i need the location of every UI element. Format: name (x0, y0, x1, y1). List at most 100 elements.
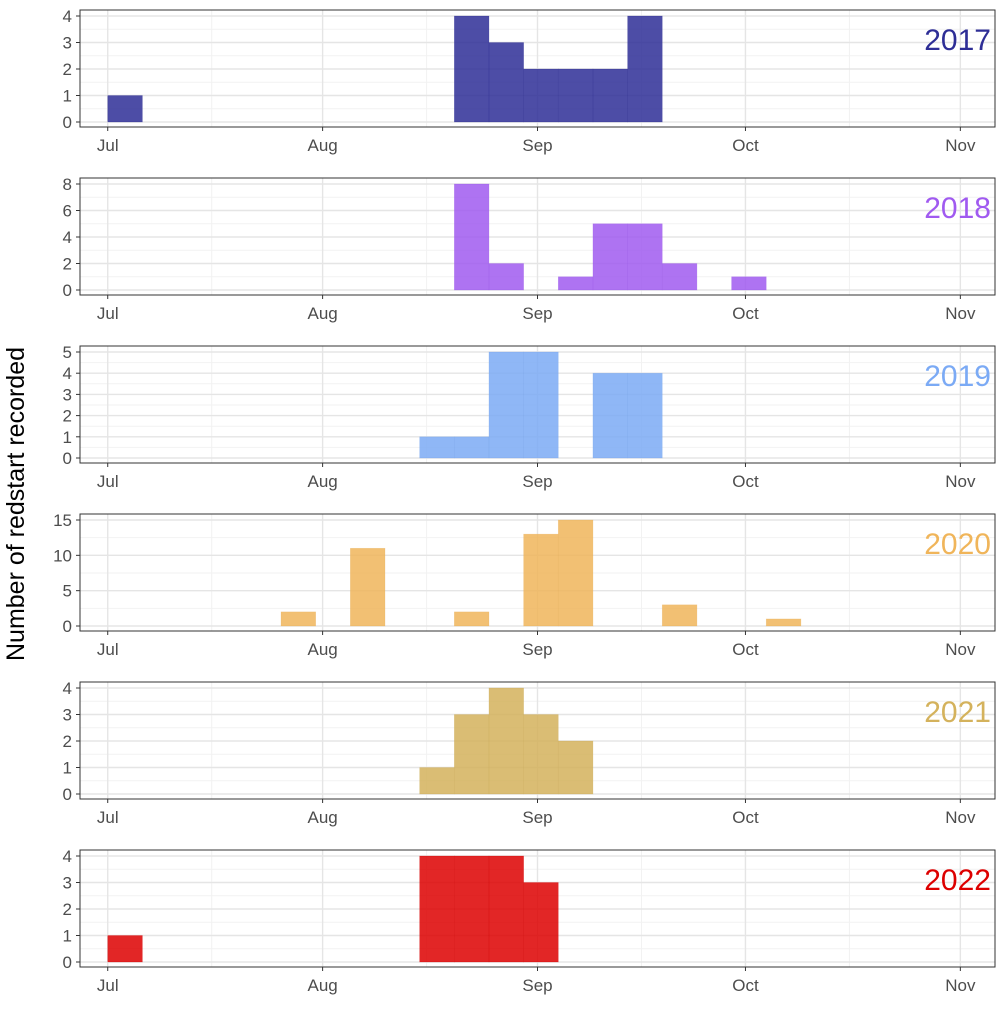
bar-2020-2020-09-19 (661, 604, 698, 627)
y-tick-label: 1 (63, 428, 72, 447)
bar-2018-2018-09-14 (627, 223, 663, 291)
bar-2017-2017-09-14 (627, 15, 663, 123)
bar-2020-2020-08-05 (350, 547, 386, 627)
y-tick-label: 2 (63, 732, 72, 751)
x-tick-label: Oct (732, 304, 759, 323)
bar-2018-2018-09-29 (731, 276, 767, 291)
bar-2020-2020-09-04 (557, 519, 594, 627)
y-tick-label: 8 (63, 175, 72, 194)
year-label-2019: 2019 (924, 360, 991, 393)
x-tick-label: Aug (307, 640, 337, 659)
x-tick-label: Oct (732, 808, 759, 827)
y-tick-label: 0 (63, 113, 72, 132)
bar-2017-2017-09-09 (592, 68, 628, 123)
y-tick-label: 4 (63, 364, 72, 383)
y-tick-label: 4 (63, 7, 72, 26)
bar-2017-2017-08-25 (488, 42, 524, 123)
y-tick-label: 0 (63, 785, 72, 804)
bar-2021-2021-08-30 (523, 714, 559, 795)
year-label-2020: 2020 (924, 528, 991, 561)
x-tick-label: Sep (522, 976, 552, 995)
bar-2022-2022-08-30 (523, 882, 559, 963)
y-tick-label: 4 (63, 847, 72, 866)
x-tick-label: Aug (307, 304, 337, 323)
bar-2017-2017-07-01 (107, 95, 143, 123)
x-tick-label: Oct (732, 136, 759, 155)
y-tick-label: 4 (63, 228, 72, 247)
x-tick-label: Sep (522, 136, 552, 155)
y-tick-label: 3 (63, 385, 72, 404)
bar-2017-2017-08-30 (523, 68, 559, 123)
bar-2022-2022-08-20 (454, 855, 490, 963)
bar-2019-2019-08-30 (523, 351, 559, 459)
x-tick-label: Nov (945, 136, 976, 155)
x-tick-label: Aug (307, 976, 337, 995)
panel-2020: 0 5 10 15 Jul Aug Sep Oct Nov 2020 (53, 511, 996, 659)
bar-2019-2019-08-15 (419, 436, 455, 459)
x-tick-label: Jul (97, 136, 119, 155)
x-tick-label: Jul (97, 640, 119, 659)
x-tick-label: Nov (945, 304, 976, 323)
panel-2019: 0 1 2 3 4 5 Jul Aug Sep Oct Nov 2019 (63, 343, 996, 491)
x-tick-label: Nov (945, 472, 976, 491)
bar-2021-2021-08-25 (488, 687, 524, 795)
bar-2017-2017-08-20 (454, 15, 490, 123)
y-tick-label: 15 (53, 511, 72, 530)
y-tick-label: 1 (63, 927, 72, 946)
y-tick-label: 1 (63, 759, 72, 778)
year-label-2022: 2022 (924, 864, 991, 897)
x-tick-label: Sep (522, 640, 552, 659)
bar-2020-2020-10-04 (765, 618, 802, 627)
bar-2018-2018-09-19 (661, 263, 698, 291)
x-tick-label: Nov (945, 976, 976, 995)
bar-2018-2018-08-20 (454, 183, 490, 291)
x-tick-label: Aug (307, 472, 337, 491)
y-tick-label: 2 (63, 407, 72, 426)
y-tick-label: 2 (63, 60, 72, 79)
y-tick-label: 3 (63, 874, 72, 893)
bar-2022-2022-08-15 (419, 855, 455, 963)
y-tick-label: 4 (63, 679, 72, 698)
x-tick-label: Jul (97, 976, 119, 995)
x-tick-label: Sep (522, 472, 552, 491)
bar-2020-2020-08-20 (454, 611, 490, 627)
x-tick-label: Jul (97, 808, 119, 827)
y-tick-label: 0 (63, 449, 72, 468)
y-tick-label: 3 (63, 706, 72, 725)
x-tick-label: Oct (732, 976, 759, 995)
bar-2017-2017-09-04 (557, 68, 594, 123)
y-tick-label: 10 (53, 546, 72, 565)
bar-2022-2022-08-25 (488, 855, 524, 963)
y-tick-label: 1 (63, 87, 72, 106)
bar-2022-2022-07-01 (107, 935, 143, 963)
panel-2022: 0 1 2 3 4 Jul Aug Sep Oct Nov 2022 (63, 847, 996, 995)
y-tick-label: 2 (63, 255, 72, 274)
year-label-2021: 2021 (924, 696, 991, 729)
x-tick-label: Aug (307, 808, 337, 827)
bar-2019-2019-09-09 (592, 372, 628, 459)
panels: 0 1 2 3 4 Jul Aug Sep Oct Nov 2017 0 2 4 6 8 Jul Aug Sep Oc… (53, 7, 996, 995)
panel-2018: 0 2 4 6 8 Jul Aug Sep Oct Nov 2018 (63, 175, 996, 323)
x-tick-label: Jul (97, 304, 119, 323)
y-tick-label: 5 (63, 343, 72, 362)
y-axis-label: Number of redstart recorded (2, 347, 30, 661)
bar-2021-2021-08-15 (419, 767, 455, 795)
x-tick-label: Oct (732, 472, 759, 491)
y-tick-label: 5 (63, 582, 72, 601)
bar-2021-2021-09-04 (557, 740, 594, 795)
bar-2019-2019-08-25 (488, 351, 524, 459)
bar-2021-2021-08-20 (454, 714, 490, 795)
bar-2020-2020-07-26 (280, 611, 316, 627)
y-tick-label: 3 (63, 34, 72, 53)
y-tick-label: 0 (63, 281, 72, 300)
x-tick-label: Nov (945, 640, 976, 659)
x-tick-label: Sep (522, 808, 552, 827)
y-tick-label: 0 (63, 953, 72, 972)
x-tick-label: Oct (732, 640, 759, 659)
bar-2019-2019-09-14 (627, 372, 663, 459)
panel-2021: 0 1 2 3 4 Jul Aug Sep Oct Nov 2021 (63, 679, 996, 827)
y-tick-label: 0 (63, 617, 72, 636)
x-tick-label: Nov (945, 808, 976, 827)
bar-2018-2018-09-04 (557, 276, 594, 291)
